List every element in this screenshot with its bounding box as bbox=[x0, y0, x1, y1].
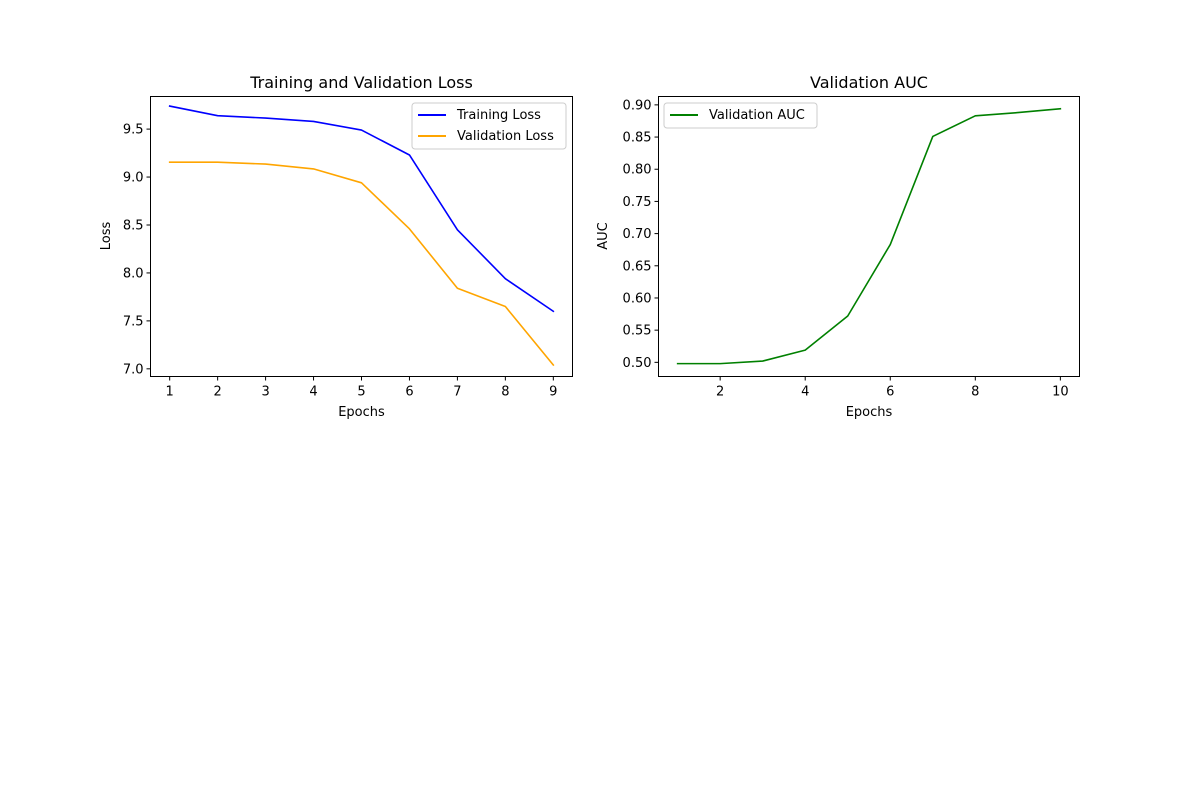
y-tick-label: 0.70 bbox=[623, 227, 652, 242]
legend-box bbox=[663, 102, 818, 129]
x-tick-label: 10 bbox=[1052, 385, 1069, 400]
y-tick-label: 0.75 bbox=[623, 195, 652, 210]
legend: Validation AUC bbox=[663, 102, 818, 129]
x-tick-label: 9 bbox=[549, 385, 557, 400]
x-tick-label: 4 bbox=[801, 385, 809, 400]
y-tick-label: 8.5 bbox=[123, 218, 144, 233]
y-tick-label: 0.50 bbox=[623, 356, 652, 371]
y-axis-label: Loss bbox=[99, 222, 114, 251]
x-tick-label: 8 bbox=[501, 385, 509, 400]
series-lines bbox=[168, 105, 555, 367]
chart-title: Validation AUC bbox=[810, 73, 928, 92]
x-tick-label: 7 bbox=[453, 385, 461, 400]
y-tick-label: 7.0 bbox=[123, 362, 144, 377]
x-axis-label: Epochs bbox=[846, 405, 893, 420]
x-tick-label: 1 bbox=[166, 385, 174, 400]
series-line bbox=[676, 107, 1062, 365]
y-tick-label: 9.0 bbox=[123, 171, 144, 186]
series-line bbox=[168, 105, 555, 313]
y-tick-label: 0.65 bbox=[623, 259, 652, 274]
x-tick-label: 8 bbox=[971, 385, 979, 400]
x-tick-label: 2 bbox=[213, 385, 221, 400]
y-tick-label: 0.60 bbox=[623, 291, 652, 306]
y-tick-label: 0.90 bbox=[623, 98, 652, 113]
series-lines bbox=[676, 107, 1062, 365]
legend-box bbox=[411, 102, 567, 150]
plot-frame bbox=[658, 96, 1080, 377]
legend: Training Loss Validation Loss bbox=[411, 102, 567, 150]
legend-label: Validation AUC bbox=[709, 108, 805, 123]
y-tick-label: 0.80 bbox=[623, 163, 652, 178]
y-tick-label: 9.5 bbox=[123, 123, 144, 138]
auc-chart: Validation AUC Epochs AUC 2 4 6 8 10 0.50 0.55… bbox=[596, 73, 1080, 420]
y-tick-label: 0.55 bbox=[623, 324, 652, 339]
y-axis-label: AUC bbox=[596, 222, 611, 250]
x-tick-label: 6 bbox=[886, 385, 894, 400]
legend-label: Validation Loss bbox=[457, 129, 554, 144]
x-tick-label: 6 bbox=[405, 385, 413, 400]
x-tick-label: 2 bbox=[716, 385, 724, 400]
x-tick-label: 3 bbox=[261, 385, 269, 400]
x-axis-label: Epochs bbox=[338, 405, 385, 420]
ticks: 1 2 3 4 5 6 7 8 9 7.0 7.5 8.0 8.5 9.0 9.5 bbox=[123, 123, 558, 400]
legend-label: Training Loss bbox=[456, 108, 541, 123]
x-tick-label: 4 bbox=[309, 385, 317, 400]
y-tick-label: 8.0 bbox=[123, 266, 144, 281]
ticks: 2 4 6 8 10 0.50 0.55 0.60 0.65 0.70 0.75 0.80 0.85 0.… bbox=[623, 98, 1069, 399]
y-tick-label: 7.5 bbox=[123, 314, 144, 329]
plot-frame bbox=[150, 96, 573, 377]
series-line bbox=[168, 161, 555, 367]
x-tick-label: 5 bbox=[357, 385, 365, 400]
y-tick-label: 0.85 bbox=[623, 131, 652, 146]
chart-title: Training and Validation Loss bbox=[249, 73, 473, 92]
loss-chart: Training and Validation Loss Epochs Loss… bbox=[99, 73, 573, 420]
